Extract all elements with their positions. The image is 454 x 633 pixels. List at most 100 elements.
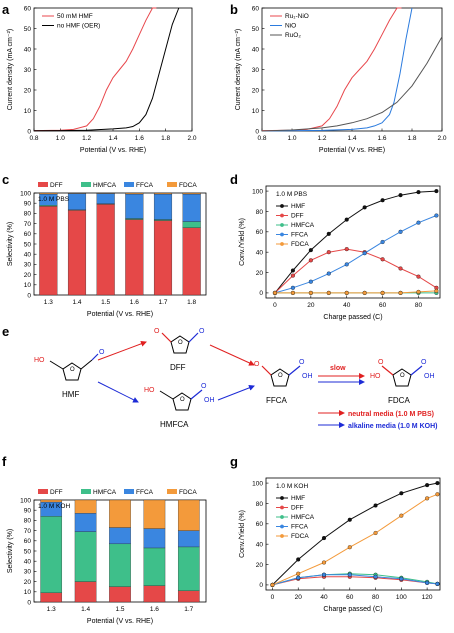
chart-d-point bbox=[308, 258, 313, 263]
svg-text:O: O bbox=[70, 367, 75, 373]
ffca-label: FFCA bbox=[266, 396, 288, 405]
chart-c-xtick-label: 1.3 bbox=[44, 299, 53, 306]
chart-f-ytick-label: 70 bbox=[24, 528, 32, 535]
chart-f-bar-ffca bbox=[177, 530, 200, 548]
svg-text:HO: HO bbox=[370, 373, 381, 380]
chart-f-bar-hmfca bbox=[143, 547, 166, 586]
chart-f-ytick-label: 20 bbox=[24, 579, 32, 586]
chart-c-bar-dff bbox=[96, 204, 115, 296]
chart-b-legend-label: Ru₁-NiO bbox=[285, 13, 309, 20]
chart-g-ytick-label: 20 bbox=[256, 562, 264, 569]
chart-d: Conv./Yield (%) Charge passed (C) 0 20 40 60 8… bbox=[239, 185, 441, 321]
chart-g-series-ffca-line bbox=[272, 574, 438, 586]
chart-g-xtick-label: 60 bbox=[346, 594, 354, 601]
chart-b-xlabel: Potential (V vs. RHE) bbox=[319, 147, 385, 154]
svg-text:O: O bbox=[99, 349, 105, 356]
svg-text:O: O bbox=[180, 397, 185, 403]
chart-b-xtick-label: 2.0 bbox=[437, 135, 446, 142]
chart-a-legend-label: 50 mM HMF bbox=[57, 13, 93, 20]
chart-d-point bbox=[398, 266, 403, 271]
svg-text:HO: HO bbox=[144, 387, 155, 394]
chart-b-series-ru-nio-line bbox=[261, 7, 402, 132]
arrow-hmf-hmfca bbox=[97, 381, 139, 403]
chart-g-legend-label: HMFCA bbox=[291, 514, 315, 521]
svg-text:OH: OH bbox=[302, 373, 313, 380]
svg-text:O: O bbox=[254, 361, 260, 368]
chart-c-xtick-label: 1.5 bbox=[101, 299, 110, 306]
chart-d-note: 1.0 M PBS bbox=[276, 191, 308, 198]
chart-g-legend-label: DFF bbox=[291, 505, 304, 512]
chart-d-point bbox=[362, 290, 367, 295]
svg-text:O: O bbox=[201, 383, 207, 390]
chart-g-ytick-label: 80 bbox=[256, 501, 264, 508]
fdca-label: FDCA bbox=[388, 396, 410, 405]
chart-f-ytick-label: 60 bbox=[24, 538, 32, 545]
chart-c-bar-fdca bbox=[153, 192, 173, 195]
chart-c-bar-fdca bbox=[67, 192, 87, 194]
chart-a-xtick-label: 0.8 bbox=[29, 135, 38, 142]
chart-f-bar-dff bbox=[74, 581, 97, 603]
chart-a-xtick-label: 1.8 bbox=[161, 135, 170, 142]
chart-f-bar-hmfca bbox=[177, 546, 200, 591]
chart-g-legend-label: FFCA bbox=[291, 524, 309, 531]
panel-label-d: d bbox=[230, 172, 238, 187]
chart-c-ytick-label: 100 bbox=[20, 190, 31, 197]
chart-b-legend-label: NiO bbox=[285, 23, 296, 30]
chart-g-point bbox=[399, 513, 404, 518]
chart-g-legend-marker bbox=[280, 534, 284, 538]
chart-d-xtick-label: 40 bbox=[343, 302, 351, 309]
chart-g-legend-label: FDCA bbox=[291, 533, 309, 540]
chart-g-series-fdca-line bbox=[272, 493, 438, 586]
chart-g-point bbox=[296, 571, 301, 576]
chart-c-bar-fdca bbox=[182, 192, 201, 195]
chart-d-legend-label: HMF bbox=[291, 203, 305, 210]
chart-c-ytick-label: 20 bbox=[24, 272, 32, 279]
chart-f-legend-label: FFCA bbox=[136, 489, 154, 496]
chart-c-ytick-label: 10 bbox=[24, 282, 32, 289]
svg-text:OH: OH bbox=[424, 373, 435, 380]
chart-c-bar-fdca bbox=[125, 192, 144, 195]
chart-b-ytick-label: 10 bbox=[252, 108, 260, 115]
chart-g-xtick-label: 80 bbox=[372, 594, 380, 601]
chart-a: Current density (mA cm⁻²) Potential (V vs… bbox=[7, 5, 197, 154]
chart-a-ytick-label: 0 bbox=[27, 128, 31, 135]
chart-g-point bbox=[296, 575, 301, 580]
panel-label-c: c bbox=[2, 172, 9, 187]
chart-g-point bbox=[373, 574, 378, 579]
chart-f-ytick-label: 10 bbox=[24, 589, 32, 596]
chart-d-xtick-label: 0 bbox=[273, 302, 277, 309]
chart-f-xtick-label: 1.7 bbox=[184, 606, 193, 613]
chart-f-ylabel: Selectivity (%) bbox=[7, 529, 14, 573]
chart-d-xtick-label: 60 bbox=[379, 302, 387, 309]
chart-g-point bbox=[321, 560, 327, 565]
chart-d-series-ffca-line bbox=[274, 215, 437, 294]
svg-text:O: O bbox=[378, 359, 384, 366]
chart-c-xtick-label: 1.7 bbox=[158, 299, 167, 306]
chart-d-point bbox=[380, 239, 385, 245]
chart-g-ytick-label: 0 bbox=[259, 582, 263, 589]
chart-g-point bbox=[373, 503, 378, 508]
chart-c-legend-swatch bbox=[167, 182, 177, 187]
chart-c-ytick-label: 80 bbox=[24, 211, 32, 218]
chart-f-bar-ffca bbox=[74, 513, 97, 532]
chart-d-point bbox=[380, 198, 385, 203]
chart-f-ytick-label: 50 bbox=[24, 548, 32, 555]
neutral-media-label: neutral media (1.0 M PBS) bbox=[348, 411, 434, 418]
dff-label: DFF bbox=[170, 363, 186, 372]
chart-c-xtick-label: 1.4 bbox=[72, 299, 81, 306]
chart-d-legend-label: DFF bbox=[291, 213, 304, 220]
hmf-label: HMF bbox=[62, 390, 79, 399]
chart-c-xtick-label: 1.6 bbox=[130, 299, 139, 306]
chart-c-bar-dff bbox=[67, 210, 87, 296]
chart-c-bar-hmfca bbox=[125, 218, 144, 220]
arrow-hmf-dff bbox=[97, 340, 147, 361]
chart-c-bar-ffca bbox=[96, 193, 115, 204]
alkaline-media-label: alkaline media (1.0 M KOH) bbox=[348, 423, 437, 430]
chart-g-ylabel: Conv./Yield (%) bbox=[239, 510, 246, 558]
chart-f-legend-label: HMFCA bbox=[93, 489, 117, 496]
chart-g-xtick-label: 40 bbox=[320, 594, 328, 601]
chart-f-legend-swatch bbox=[38, 489, 48, 494]
chart-a-ytick-label: 10 bbox=[24, 108, 32, 115]
chart-d-point bbox=[308, 290, 313, 295]
chart-d-legend-label: FDCA bbox=[291, 241, 309, 248]
